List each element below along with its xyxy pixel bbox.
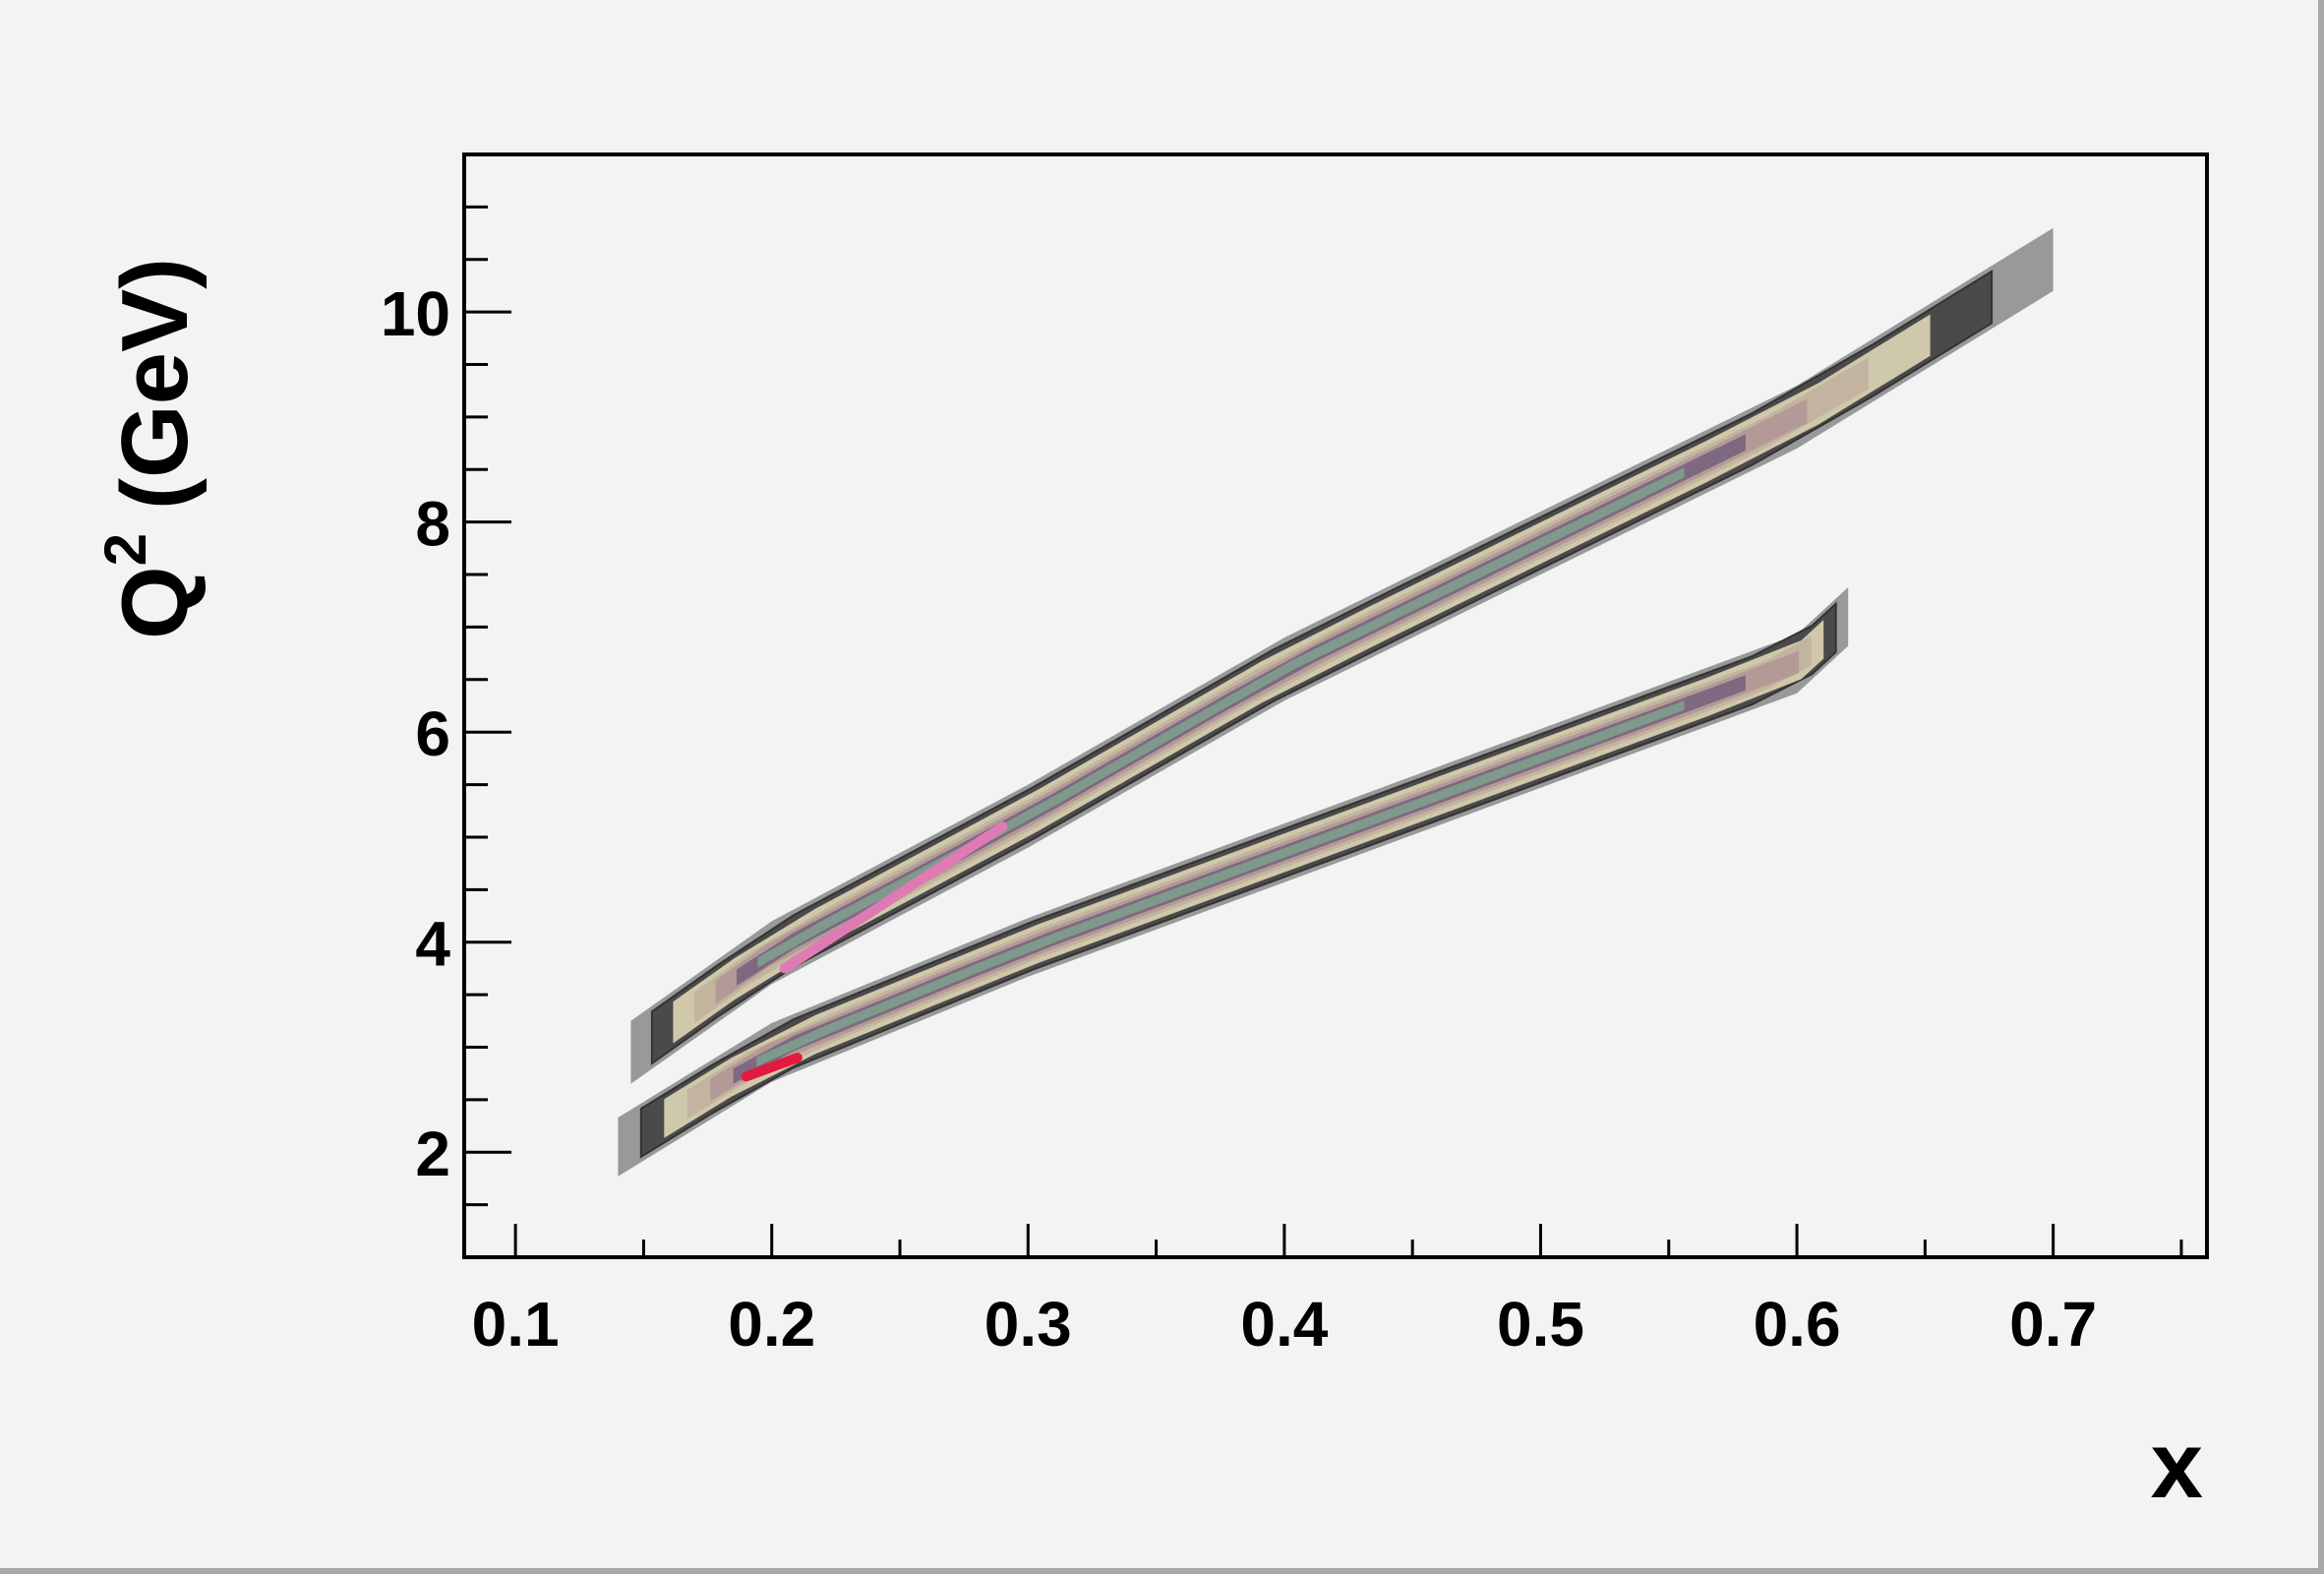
- y-tick-label: 8: [415, 489, 450, 560]
- y-tick-label: 4: [415, 909, 450, 980]
- y-axis-title: Q2 (GeV): [92, 258, 208, 639]
- svg-text:Q2(GeV): Q2 (GeV): [92, 258, 208, 639]
- contour-level-upper: [757, 467, 1685, 968]
- contour-bands: [618, 227, 2054, 1177]
- y-tick-label: 2: [415, 1119, 450, 1189]
- plot-frame: [462, 152, 2209, 1259]
- x-tick-label: 0.4: [1240, 1289, 1328, 1360]
- y-tick-label: 10: [381, 278, 450, 349]
- contour-peak-upper: [779, 821, 1008, 974]
- x-axis: 0.1 0.2 0.3 0.4 0.5 0.6 0.7: [472, 1224, 2183, 1360]
- x-axis-title: x: [2151, 1413, 2203, 1518]
- x-tick-label: 0.5: [1497, 1289, 1584, 1360]
- y-axis-title-superscript: 2: [92, 533, 158, 566]
- contour-level-upper: [736, 434, 1746, 987]
- x-tick-label: 0.6: [1754, 1289, 1841, 1360]
- y-tick-label: 6: [415, 698, 450, 769]
- x-tick-label: 0.1: [472, 1289, 560, 1360]
- y-axis-title-unit: (GeV): [102, 258, 208, 510]
- x-tick-label: 0.2: [728, 1289, 815, 1360]
- x-tick-label: 0.3: [984, 1289, 1072, 1360]
- y-axis: 2 4 6 8 10: [381, 205, 511, 1207]
- y-axis-title-base: Q: [102, 566, 208, 639]
- contour-peak-lower: [741, 1053, 803, 1082]
- x-tick-label: 0.7: [2009, 1289, 2097, 1360]
- contour-level-lower: [756, 700, 1685, 1067]
